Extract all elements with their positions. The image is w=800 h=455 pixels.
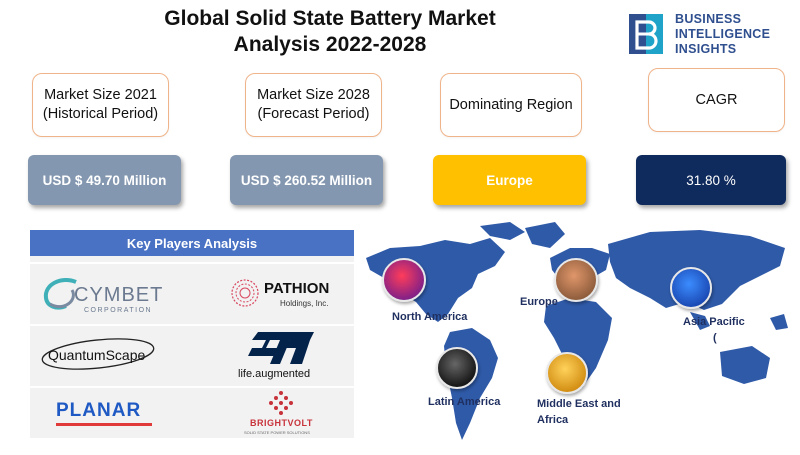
asia-pacific-marker — [670, 267, 712, 309]
metric-sublabel: (Forecast Period) — [257, 106, 370, 122]
metric-label: Dominating Region — [449, 96, 573, 113]
region-label-africa: Africa — [537, 414, 569, 426]
australia-shape — [720, 346, 770, 384]
key-players-title: Key Players Analysis — [30, 230, 354, 256]
brightvolt-logo: BRIGHTVOLT SOLID STATE POWER SOLUTIONS — [242, 388, 332, 438]
metric-card-2021: Market Size 2021 (Historical Period) — [32, 73, 169, 137]
cymbet-logo: CYMBET CORPORATION — [40, 272, 170, 320]
key-players-row: PLANAR BRIGHTVOLT SOLID STATE POWER SOLU… — [30, 386, 354, 438]
region-label-north-america: North America — [392, 311, 468, 323]
metric-card-2028: Market Size 2028 (Forecast Period) — [245, 73, 382, 137]
brand-line-2: INTELLIGENCE — [675, 27, 771, 41]
bii-logo-icon — [629, 14, 663, 54]
metric-label: CAGR — [695, 91, 738, 108]
latin-america-marker — [436, 347, 478, 389]
quantumscape-orbit-icon — [41, 338, 155, 370]
metric-value-region: Europe — [433, 155, 586, 205]
brightvolt-name: BRIGHTVOLT — [250, 418, 313, 428]
title-line-2: Analysis 2022-2028 — [233, 33, 427, 56]
world-map: North America Europe Asia Pacific ( Lati… — [360, 218, 800, 450]
metric-card-region: Dominating Region — [440, 73, 582, 137]
world-map-shapes — [366, 222, 788, 440]
metric-card-cagr: CAGR — [648, 68, 785, 132]
page-title: Global Solid State Battery Market Analys… — [120, 6, 540, 58]
region-label-asia-pacific-extra: ( — [713, 332, 717, 344]
st-mark-icon — [248, 332, 314, 364]
middle-east-africa-marker — [546, 352, 588, 394]
brightvolt-diamond-icon — [269, 391, 293, 415]
planar-underline — [56, 423, 152, 426]
region-label-latin-america: Latin America — [428, 396, 501, 408]
pathion-logo: PATHION Holdings, Inc. — [228, 272, 348, 320]
metric-value-2021: USD $ 49.70 Million — [28, 155, 181, 205]
pathion-sub: Holdings, Inc. — [280, 299, 329, 308]
st-tagline: life.augmented — [238, 368, 311, 380]
brightvolt-sub: SOLID STATE POWER SOLUTIONS — [244, 430, 310, 435]
metric-value-2028: USD $ 260.52 Million — [230, 155, 383, 205]
pathion-name: PATHION — [264, 280, 330, 297]
region-label-asia-pacific: Asia Pacific — [683, 316, 745, 328]
brand-line-1: BUSINESS — [675, 12, 742, 26]
quantumscape-logo: QuantumScape — [40, 334, 180, 378]
cymbet-name: CYMBET — [74, 284, 164, 306]
brand-line-3: INSIGHTS — [675, 42, 737, 56]
metric-value-cagr: 31.80 % — [636, 155, 786, 205]
north-america-marker — [382, 258, 426, 302]
africa-shape — [544, 298, 612, 388]
planar-name: PLANAR — [56, 400, 142, 421]
metric-label: Market Size 2021 — [44, 87, 157, 103]
metric-sublabel: (Historical Period) — [42, 106, 159, 122]
brand-logo: BUSINESS INTELLIGENCE INSIGHTS — [625, 10, 795, 60]
region-label-middle-east: Middle East and — [537, 398, 621, 410]
europe-marker — [554, 258, 598, 302]
metric-label: Market Size 2028 — [257, 87, 370, 103]
cymbet-sub: CORPORATION — [84, 307, 153, 314]
brand-name: BUSINESS INTELLIGENCE INSIGHTS — [675, 12, 770, 57]
cymbet-swirl-icon — [43, 278, 77, 310]
key-players-row: QuantumScape life.augmented — [30, 324, 354, 384]
planar-logo: PLANAR — [56, 400, 166, 430]
region-label-europe: Europe — [520, 296, 558, 308]
st-logo: life.augmented — [236, 330, 326, 382]
key-players-row: CYMBET CORPORATION PATHION Holdings, Inc… — [30, 262, 354, 322]
title-line-1: Global Solid State Battery Market — [164, 7, 496, 30]
pathion-ring-icon — [231, 279, 259, 307]
key-players-panel: Key Players Analysis CYMBET CORPORATION … — [30, 230, 354, 438]
quantumscape-name: QuantumScape — [48, 347, 146, 363]
